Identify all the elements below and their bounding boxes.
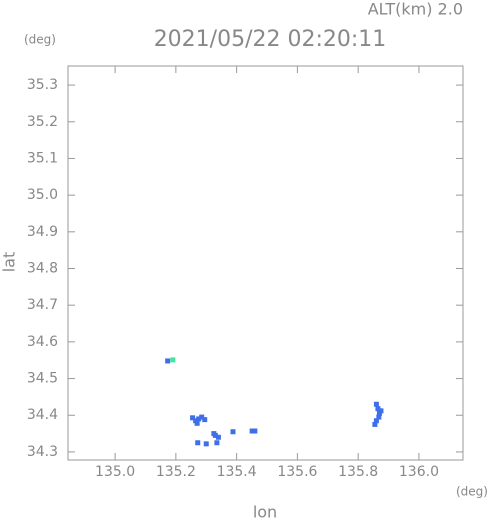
y-tick-label: 35.3 <box>27 77 58 93</box>
data-point <box>378 408 384 414</box>
y-tick-label: 34.6 <box>27 334 58 350</box>
data-point <box>211 431 217 437</box>
data-point <box>196 416 202 422</box>
x-tick-label: 135.2 <box>156 464 196 480</box>
x-unit: (deg) <box>456 485 488 499</box>
data-point <box>252 428 258 434</box>
data-point <box>376 414 382 420</box>
data-point <box>195 440 201 446</box>
x-tick-label: 136.0 <box>399 464 439 480</box>
y-tick-label: 34.5 <box>27 371 58 387</box>
data-point <box>376 410 382 416</box>
data-point <box>199 414 205 420</box>
x-tick-label: 135.6 <box>277 464 317 480</box>
y-tick-label: 34.3 <box>27 444 58 460</box>
data-point <box>170 357 176 363</box>
x-tick-label: 135.0 <box>95 464 135 480</box>
data-point <box>214 440 220 446</box>
data-point <box>190 415 196 421</box>
data-point <box>215 434 221 440</box>
y-tick-label: 34.9 <box>27 224 58 240</box>
y-tick-label: 34.4 <box>27 407 58 423</box>
data-point <box>249 428 255 434</box>
y-tick-label: 34.7 <box>27 297 58 313</box>
data-point <box>165 358 171 364</box>
y-tick-label: 35.2 <box>27 114 58 130</box>
data-point <box>373 401 379 407</box>
data-point <box>372 421 378 427</box>
x-tick-label: 135.8 <box>338 464 378 480</box>
data-point <box>193 418 199 424</box>
plot-frame <box>67 65 464 461</box>
data-point <box>203 441 209 447</box>
y-tick-label: 34.8 <box>27 261 58 277</box>
y-tick-label: 35.0 <box>27 187 58 203</box>
data-point <box>230 429 236 435</box>
data-point <box>194 420 200 426</box>
y-tick-label: 35.1 <box>27 150 58 166</box>
y-axis-label: lat <box>0 252 19 273</box>
chart-title: 2021/05/22 02:20:11 <box>154 27 387 52</box>
data-point <box>375 406 381 412</box>
x-axis-label: lon <box>253 503 277 521</box>
x-tick-label: 135.4 <box>217 464 257 480</box>
altitude-label: ALT(km) 2.0 <box>368 0 463 19</box>
data-point <box>373 418 379 424</box>
y-unit: (deg) <box>24 33 56 47</box>
data-point <box>202 417 208 423</box>
